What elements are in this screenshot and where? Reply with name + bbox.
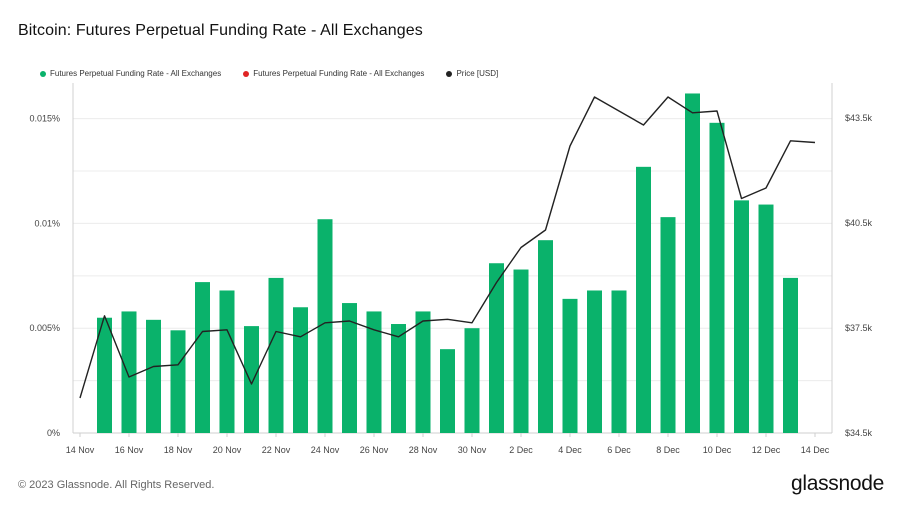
y-right-tick-label: $40.5k <box>845 218 873 228</box>
y-right-tick-label: $37.5k <box>845 323 873 333</box>
funding-rate-bar <box>146 319 161 433</box>
funding-rate-bar <box>440 349 455 433</box>
funding-rate-bar <box>660 217 676 433</box>
funding-rate-bar <box>342 303 357 433</box>
funding-rate-bar <box>562 298 578 433</box>
funding-rate-bar <box>636 166 651 433</box>
x-tick-label: 12 Dec <box>752 445 781 455</box>
chart-title: Bitcoin: Futures Perpetual Funding Rate … <box>18 22 423 39</box>
funding-rate-bar <box>538 240 553 433</box>
x-tick-label: 24 Nov <box>311 445 340 455</box>
x-tick-label: 2 Dec <box>509 445 533 455</box>
copyright-text: © 2023 Glassnode. All Rights Reserved. <box>18 479 215 491</box>
funding-rate-bar <box>415 311 431 433</box>
x-tick-label: 14 Dec <box>801 445 830 455</box>
legend-item-funding-rate[interactable]: Futures Perpetual Funding Rate - All Exc… <box>40 69 221 78</box>
legend-item-price[interactable]: Price [USD] <box>446 69 498 78</box>
funding-rate-bar <box>195 282 210 433</box>
funding-rate-bar <box>685 93 700 434</box>
legend-dot-black <box>446 70 453 77</box>
y-right-tick-label: $34.5k <box>845 428 873 438</box>
chart-legend: Futures Perpetual Funding Rate - All Exc… <box>40 69 520 78</box>
x-tick-label: 20 Nov <box>213 445 242 455</box>
legend-label-price: Price [USD] <box>456 69 499 78</box>
x-tick-label: 4 Dec <box>558 445 582 455</box>
funding-rate-bar <box>121 311 137 433</box>
funding-rate-bar <box>513 269 529 433</box>
funding-rate-bar <box>219 290 235 433</box>
funding-rate-bar <box>170 330 186 433</box>
funding-rate-bar <box>268 277 284 433</box>
funding-rate-bar <box>489 263 504 433</box>
funding-rate-bar <box>709 122 725 433</box>
x-tick-label: 10 Dec <box>703 445 732 455</box>
funding-rate-bar <box>464 328 480 433</box>
x-tick-label: 16 Nov <box>115 445 144 455</box>
funding-rate-bar <box>734 200 749 433</box>
funding-rate-bar <box>758 204 774 433</box>
legend-dot-red <box>243 70 250 77</box>
x-tick-label: 6 Dec <box>607 445 631 455</box>
x-tick-label: 18 Nov <box>164 445 193 455</box>
funding-rate-bar <box>293 307 308 433</box>
y-right-tick-label: $43.5k <box>845 113 873 123</box>
price-line <box>79 96 816 399</box>
y-left-tick-label: 0.015% <box>29 114 60 124</box>
funding-rate-bar <box>587 290 602 433</box>
funding-rate-bar <box>244 326 259 433</box>
y-left-tick-label: 0.01% <box>34 218 60 228</box>
funding-rate-bar <box>391 324 406 433</box>
funding-rate-bar <box>317 219 333 433</box>
funding-rate-bar <box>611 290 627 433</box>
y-left-tick-label: 0.005% <box>29 323 60 333</box>
funding-rate-bar <box>783 277 798 433</box>
y-left-tick-label: 0% <box>47 428 60 438</box>
x-tick-label: 30 Nov <box>458 445 487 455</box>
x-tick-label: 14 Nov <box>66 445 95 455</box>
legend-dot-green <box>40 70 46 77</box>
legend-label-funding-rate-negative: Futures Perpetual Funding Rate - All Exc… <box>253 69 425 78</box>
x-tick-label: 28 Nov <box>409 445 438 455</box>
glassnode-logo: glassnode <box>790 472 884 495</box>
x-tick-label: 22 Nov <box>262 445 291 455</box>
x-tick-label: 26 Nov <box>360 445 389 455</box>
x-tick-label: 8 Dec <box>656 445 680 455</box>
legend-item-funding-rate-negative[interactable]: Futures Perpetual Funding Rate - All Exc… <box>243 69 424 78</box>
funding-rate-bar <box>366 311 382 433</box>
funding-rate-bar <box>97 317 112 433</box>
legend-label-funding-rate: Futures Perpetual Funding Rate - All Exc… <box>50 69 222 78</box>
